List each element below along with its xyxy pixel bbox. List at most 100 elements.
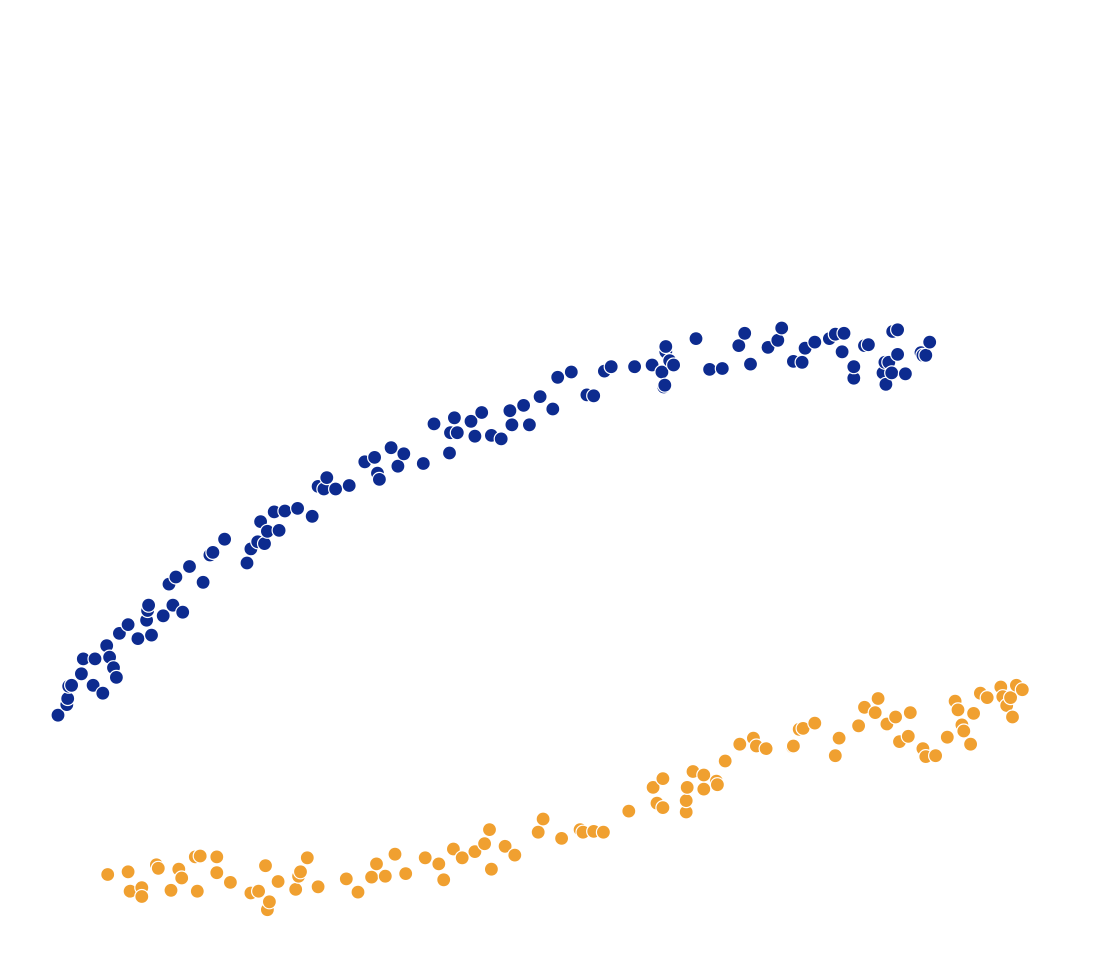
orange-point bbox=[310, 879, 326, 895]
orange-point bbox=[696, 767, 712, 783]
blue-point bbox=[884, 365, 900, 381]
blue-point bbox=[807, 334, 823, 350]
orange-point bbox=[209, 865, 225, 881]
orange-point bbox=[497, 838, 513, 854]
blue-point bbox=[502, 403, 518, 419]
orange-point bbox=[655, 770, 671, 787]
blue-point bbox=[737, 325, 753, 341]
blue-point bbox=[532, 389, 548, 405]
orange-point bbox=[481, 821, 498, 838]
orange-point bbox=[368, 856, 385, 872]
blue-point bbox=[688, 331, 704, 347]
orange-point bbox=[222, 874, 238, 891]
orange-point bbox=[398, 865, 414, 882]
blue-point bbox=[304, 508, 320, 524]
orange-point bbox=[979, 689, 995, 706]
blue-point bbox=[586, 388, 602, 404]
orange-point bbox=[477, 836, 493, 852]
orange-point bbox=[965, 705, 982, 722]
blue-point bbox=[85, 677, 101, 693]
blue-point bbox=[834, 344, 850, 360]
blue-point bbox=[73, 666, 90, 682]
orange-point bbox=[717, 753, 733, 769]
blue-point bbox=[277, 503, 293, 519]
orange-point bbox=[553, 830, 570, 847]
blue-point bbox=[860, 337, 877, 353]
blue-point bbox=[603, 359, 619, 375]
blue-point bbox=[396, 446, 412, 462]
orange-point bbox=[507, 847, 523, 863]
series-orange bbox=[100, 677, 1030, 918]
orange-point bbox=[709, 777, 726, 793]
orange-point bbox=[831, 730, 847, 746]
orange-point bbox=[364, 869, 380, 885]
orange-point bbox=[950, 702, 966, 718]
orange-point bbox=[645, 779, 661, 796]
blue-point bbox=[446, 410, 462, 426]
blue-point bbox=[846, 359, 862, 375]
orange-point bbox=[595, 824, 612, 840]
blue-point bbox=[794, 354, 810, 370]
orange-point bbox=[887, 709, 904, 725]
orange-point bbox=[350, 884, 366, 900]
blue-point bbox=[665, 357, 682, 373]
blue-point bbox=[426, 416, 442, 432]
blue-point bbox=[181, 558, 198, 575]
orange-point bbox=[387, 846, 403, 862]
orange-point bbox=[100, 866, 116, 883]
orange-point bbox=[621, 803, 637, 819]
blue-point bbox=[328, 481, 344, 497]
blue-point bbox=[271, 522, 287, 539]
blue-point bbox=[290, 500, 306, 516]
orange-point bbox=[417, 850, 433, 866]
orange-point bbox=[338, 871, 354, 887]
orange-point bbox=[807, 715, 823, 731]
orange-point bbox=[732, 736, 748, 752]
blue-point bbox=[95, 685, 111, 701]
orange-point bbox=[902, 704, 918, 721]
orange-point bbox=[785, 738, 802, 754]
blue-point bbox=[383, 440, 399, 456]
orange-point bbox=[696, 781, 712, 797]
blue-point bbox=[390, 458, 406, 474]
orange-point bbox=[956, 723, 972, 739]
blue-point bbox=[367, 449, 383, 465]
blue-point bbox=[918, 347, 934, 363]
orange-point bbox=[436, 872, 452, 888]
blue-point bbox=[63, 677, 80, 693]
orange-point bbox=[483, 861, 499, 877]
blue-point bbox=[155, 608, 171, 624]
orange-point bbox=[467, 843, 483, 860]
blue-point bbox=[922, 334, 938, 350]
orange-point bbox=[530, 824, 546, 840]
blue-point bbox=[701, 361, 718, 377]
blue-point bbox=[239, 555, 255, 571]
blue-point bbox=[493, 431, 509, 447]
blue-point bbox=[889, 322, 906, 338]
blue-point bbox=[714, 360, 730, 377]
orange-point bbox=[678, 792, 694, 809]
blue-point bbox=[550, 369, 566, 385]
orange-point bbox=[261, 894, 277, 910]
orange-point bbox=[962, 736, 979, 752]
orange-point bbox=[927, 748, 944, 764]
orange-point bbox=[174, 870, 190, 886]
orange-point bbox=[1004, 709, 1021, 725]
blue-point bbox=[256, 535, 273, 552]
orange-point bbox=[827, 748, 843, 764]
blue-point bbox=[143, 627, 160, 643]
blue-point bbox=[130, 630, 146, 647]
blue-point bbox=[463, 413, 479, 429]
orange-point bbox=[679, 779, 695, 796]
orange-point bbox=[535, 811, 551, 827]
blue-point bbox=[120, 616, 136, 633]
orange-point bbox=[870, 690, 886, 707]
orange-point bbox=[134, 888, 150, 905]
blue-point bbox=[897, 366, 914, 382]
blue-point bbox=[341, 477, 357, 494]
orange-point bbox=[192, 848, 208, 864]
orange-point bbox=[939, 729, 955, 745]
orange-point bbox=[900, 728, 916, 744]
blue-point bbox=[175, 604, 191, 620]
blue-point bbox=[889, 346, 906, 362]
